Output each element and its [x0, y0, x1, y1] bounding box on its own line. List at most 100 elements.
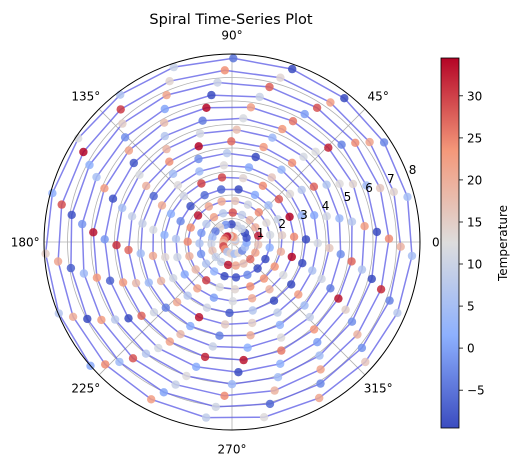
data-point — [347, 317, 357, 326]
data-point — [273, 308, 282, 317]
data-point — [195, 167, 204, 176]
data-point — [287, 158, 297, 167]
data-point — [78, 219, 87, 229]
data-point — [92, 172, 101, 182]
data-point — [300, 301, 309, 310]
data-point — [79, 147, 88, 157]
data-point — [227, 380, 237, 389]
data-point — [173, 253, 182, 262]
data-point — [289, 232, 299, 241]
data-point — [278, 124, 287, 134]
data-point — [361, 357, 370, 367]
data-point — [208, 246, 217, 255]
data-point — [301, 235, 311, 244]
data-point — [276, 359, 285, 368]
colorbar-tick-label: 10 — [467, 258, 482, 272]
data-point — [165, 77, 174, 86]
data-point — [147, 395, 156, 404]
angle-tick-label: 180° — [11, 236, 40, 250]
data-point — [115, 357, 124, 367]
data-point — [209, 213, 219, 222]
data-point — [161, 303, 170, 312]
data-point — [277, 346, 286, 355]
data-point — [243, 343, 252, 352]
data-point — [261, 254, 270, 264]
data-point — [195, 239, 204, 248]
data-point — [335, 214, 344, 223]
data-point — [259, 413, 269, 422]
data-point — [403, 192, 412, 202]
data-point — [393, 308, 402, 318]
radial-tick-label: 1 — [257, 226, 265, 240]
data-point — [265, 230, 275, 240]
data-point — [68, 312, 78, 321]
data-point — [162, 90, 171, 100]
chart-title: Spiral Time-Series Plot — [149, 12, 312, 28]
data-point — [317, 274, 326, 284]
data-point — [124, 245, 133, 255]
colorbar: −5 0 5 10 15 20 25 30 Temperature — [440, 57, 510, 429]
data-point — [201, 413, 211, 422]
data-point — [171, 234, 181, 244]
data-point — [326, 284, 335, 293]
radial-tick-label: 3 — [300, 208, 308, 222]
data-point — [254, 240, 263, 249]
data-point — [276, 247, 286, 256]
data-point — [66, 263, 76, 273]
data-point — [287, 280, 296, 289]
data-point — [207, 239, 216, 249]
data-point — [176, 217, 185, 226]
data-point — [142, 181, 151, 191]
data-point — [200, 191, 209, 200]
colorbar-tick-label: −5 — [467, 384, 485, 398]
data-point — [270, 262, 279, 271]
radial-tick-label: 8 — [409, 163, 417, 177]
data-point — [326, 98, 335, 107]
data-point — [118, 278, 128, 287]
data-point — [124, 146, 134, 155]
data-point — [219, 161, 229, 170]
data-point — [159, 388, 168, 397]
colorbar-tick-label: 15 — [467, 216, 482, 230]
data-point — [128, 354, 138, 363]
data-point — [217, 197, 226, 206]
data-point — [300, 109, 309, 119]
data-point — [176, 330, 185, 339]
data-point — [53, 257, 63, 266]
data-point — [202, 303, 212, 312]
data-point — [372, 227, 382, 237]
data-point — [360, 222, 369, 231]
data-point — [251, 152, 260, 162]
data-point — [169, 274, 178, 283]
colorbar-tick-label: 0 — [467, 342, 475, 356]
data-point — [245, 215, 254, 225]
data-point — [215, 283, 224, 292]
data-point — [246, 331, 255, 340]
data-point — [186, 223, 195, 232]
data-point — [116, 105, 125, 114]
data-point — [160, 230, 169, 240]
data-point — [259, 142, 268, 152]
data-point — [297, 185, 306, 195]
data-point — [135, 170, 144, 179]
data-point — [186, 202, 195, 211]
data-point — [254, 231, 263, 240]
data-point — [185, 252, 194, 261]
data-point — [376, 285, 386, 294]
data-point — [250, 190, 260, 200]
data-point — [259, 274, 269, 283]
data-point — [193, 211, 203, 220]
data-point — [273, 215, 282, 224]
data-point — [183, 291, 192, 300]
data-point — [217, 173, 227, 182]
data-point — [309, 182, 319, 191]
colorbar-gradient — [440, 57, 460, 429]
data-point — [160, 104, 169, 114]
data-point — [244, 163, 254, 172]
data-point — [198, 116, 207, 125]
polar-frame — [43, 53, 421, 431]
data-point — [169, 62, 178, 72]
data-point — [232, 125, 241, 134]
data-point — [384, 234, 394, 243]
